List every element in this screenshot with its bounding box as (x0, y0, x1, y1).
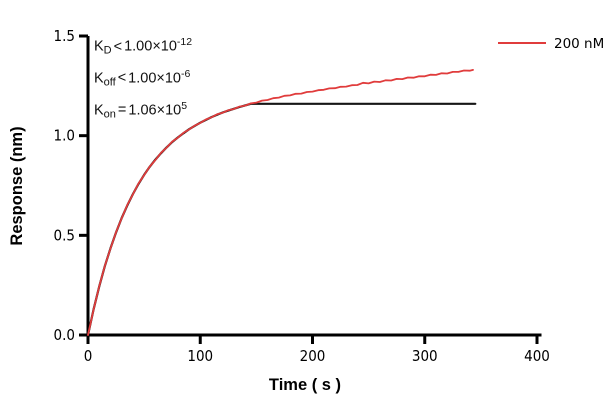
x-tick-label: 0 (84, 347, 93, 365)
x-tick-label: 200 (300, 347, 326, 365)
x-axis-title: Time ( s ) (269, 376, 341, 394)
x-tick-label: 100 (187, 347, 213, 365)
plot-area: 0 100 200 300 400 0.0 0.5 1.0 1.5 (54, 27, 550, 365)
kinetics-line: Kon = 1.06×105 (94, 99, 188, 121)
kinetics-line: KD <1.00×10-12 (94, 36, 193, 57)
legend-label-200nM: 200 nM (554, 36, 604, 52)
y-tick-label: 0.0 (54, 326, 75, 344)
y-tick-label: 0.5 (54, 226, 75, 244)
sample-200nM-curve (87, 69, 474, 336)
x-tick-label: 300 (412, 347, 438, 365)
kinetics-annotation: KD <1.00×10-12 Koff <1.00×10-6 Kon = 1.06×105 (94, 31, 192, 127)
y-axis-title: Response (nm) (8, 126, 26, 245)
y-tick-label: 1.0 (54, 127, 75, 145)
fit-curve (86, 102, 477, 337)
legend: 200 nM (498, 36, 604, 52)
x-tick-label: 400 (524, 347, 550, 365)
y-tick-label: 1.5 (54, 27, 75, 45)
kinetics-line: Koff <1.00×10-6 (94, 67, 191, 89)
